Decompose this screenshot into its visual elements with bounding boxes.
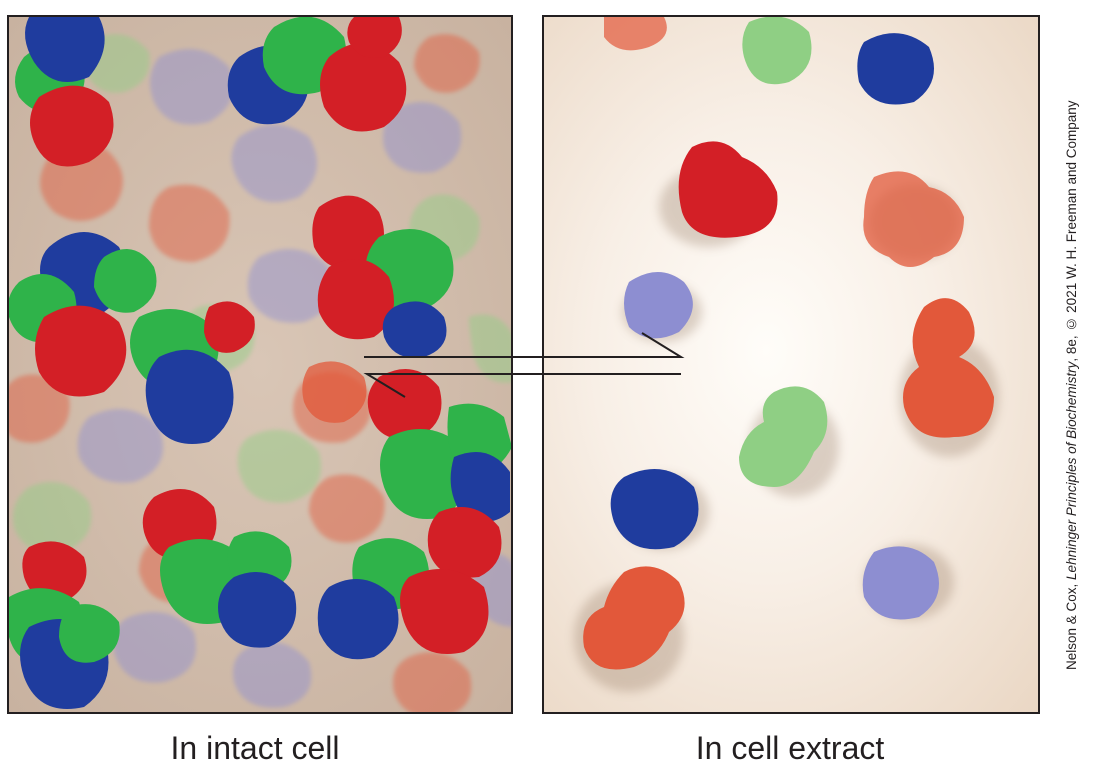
protein-orange-right [903, 298, 994, 438]
complex-3 [9, 232, 157, 397]
intact-cell-panel [7, 15, 513, 714]
protein-blue-lower [610, 469, 699, 550]
protein-orange-faded [863, 171, 964, 267]
complex-10 [302, 361, 367, 423]
protein-lavender-lower [862, 546, 939, 620]
complex-8 [317, 507, 502, 660]
cell-extract-panel [542, 15, 1040, 714]
protein-top-orange [604, 17, 667, 51]
diluted-proteins-illustration [574, 17, 999, 692]
complex-6 [367, 369, 511, 522]
protein-light-green [739, 386, 828, 487]
protein-top-green [742, 17, 812, 85]
complex-9 [9, 541, 120, 709]
complex-1 [15, 17, 114, 167]
protein-top-blue [857, 33, 934, 105]
complex-5 [130, 301, 255, 444]
credit-publisher: , 8e, © 2021 W. H. Freeman and Company [1064, 100, 1079, 362]
credit-authors: Nelson & Cox, [1064, 579, 1079, 670]
protein-red [678, 141, 778, 238]
complex-7 [142, 489, 297, 648]
credit-book-title: Lehninger Principles of Biochemistry [1064, 361, 1079, 580]
caption-intact-cell: In intact cell [170, 730, 340, 766]
protein-lavender-upper [624, 272, 693, 339]
complex-2 [227, 17, 407, 132]
copyright-credit: Nelson & Cox, Lehninger Principles of Bi… [1064, 15, 1086, 755]
crowded-proteins-illustration [9, 17, 511, 712]
caption-cell-extract: In cell extract [695, 730, 885, 766]
protein-orange-pair [583, 566, 685, 670]
